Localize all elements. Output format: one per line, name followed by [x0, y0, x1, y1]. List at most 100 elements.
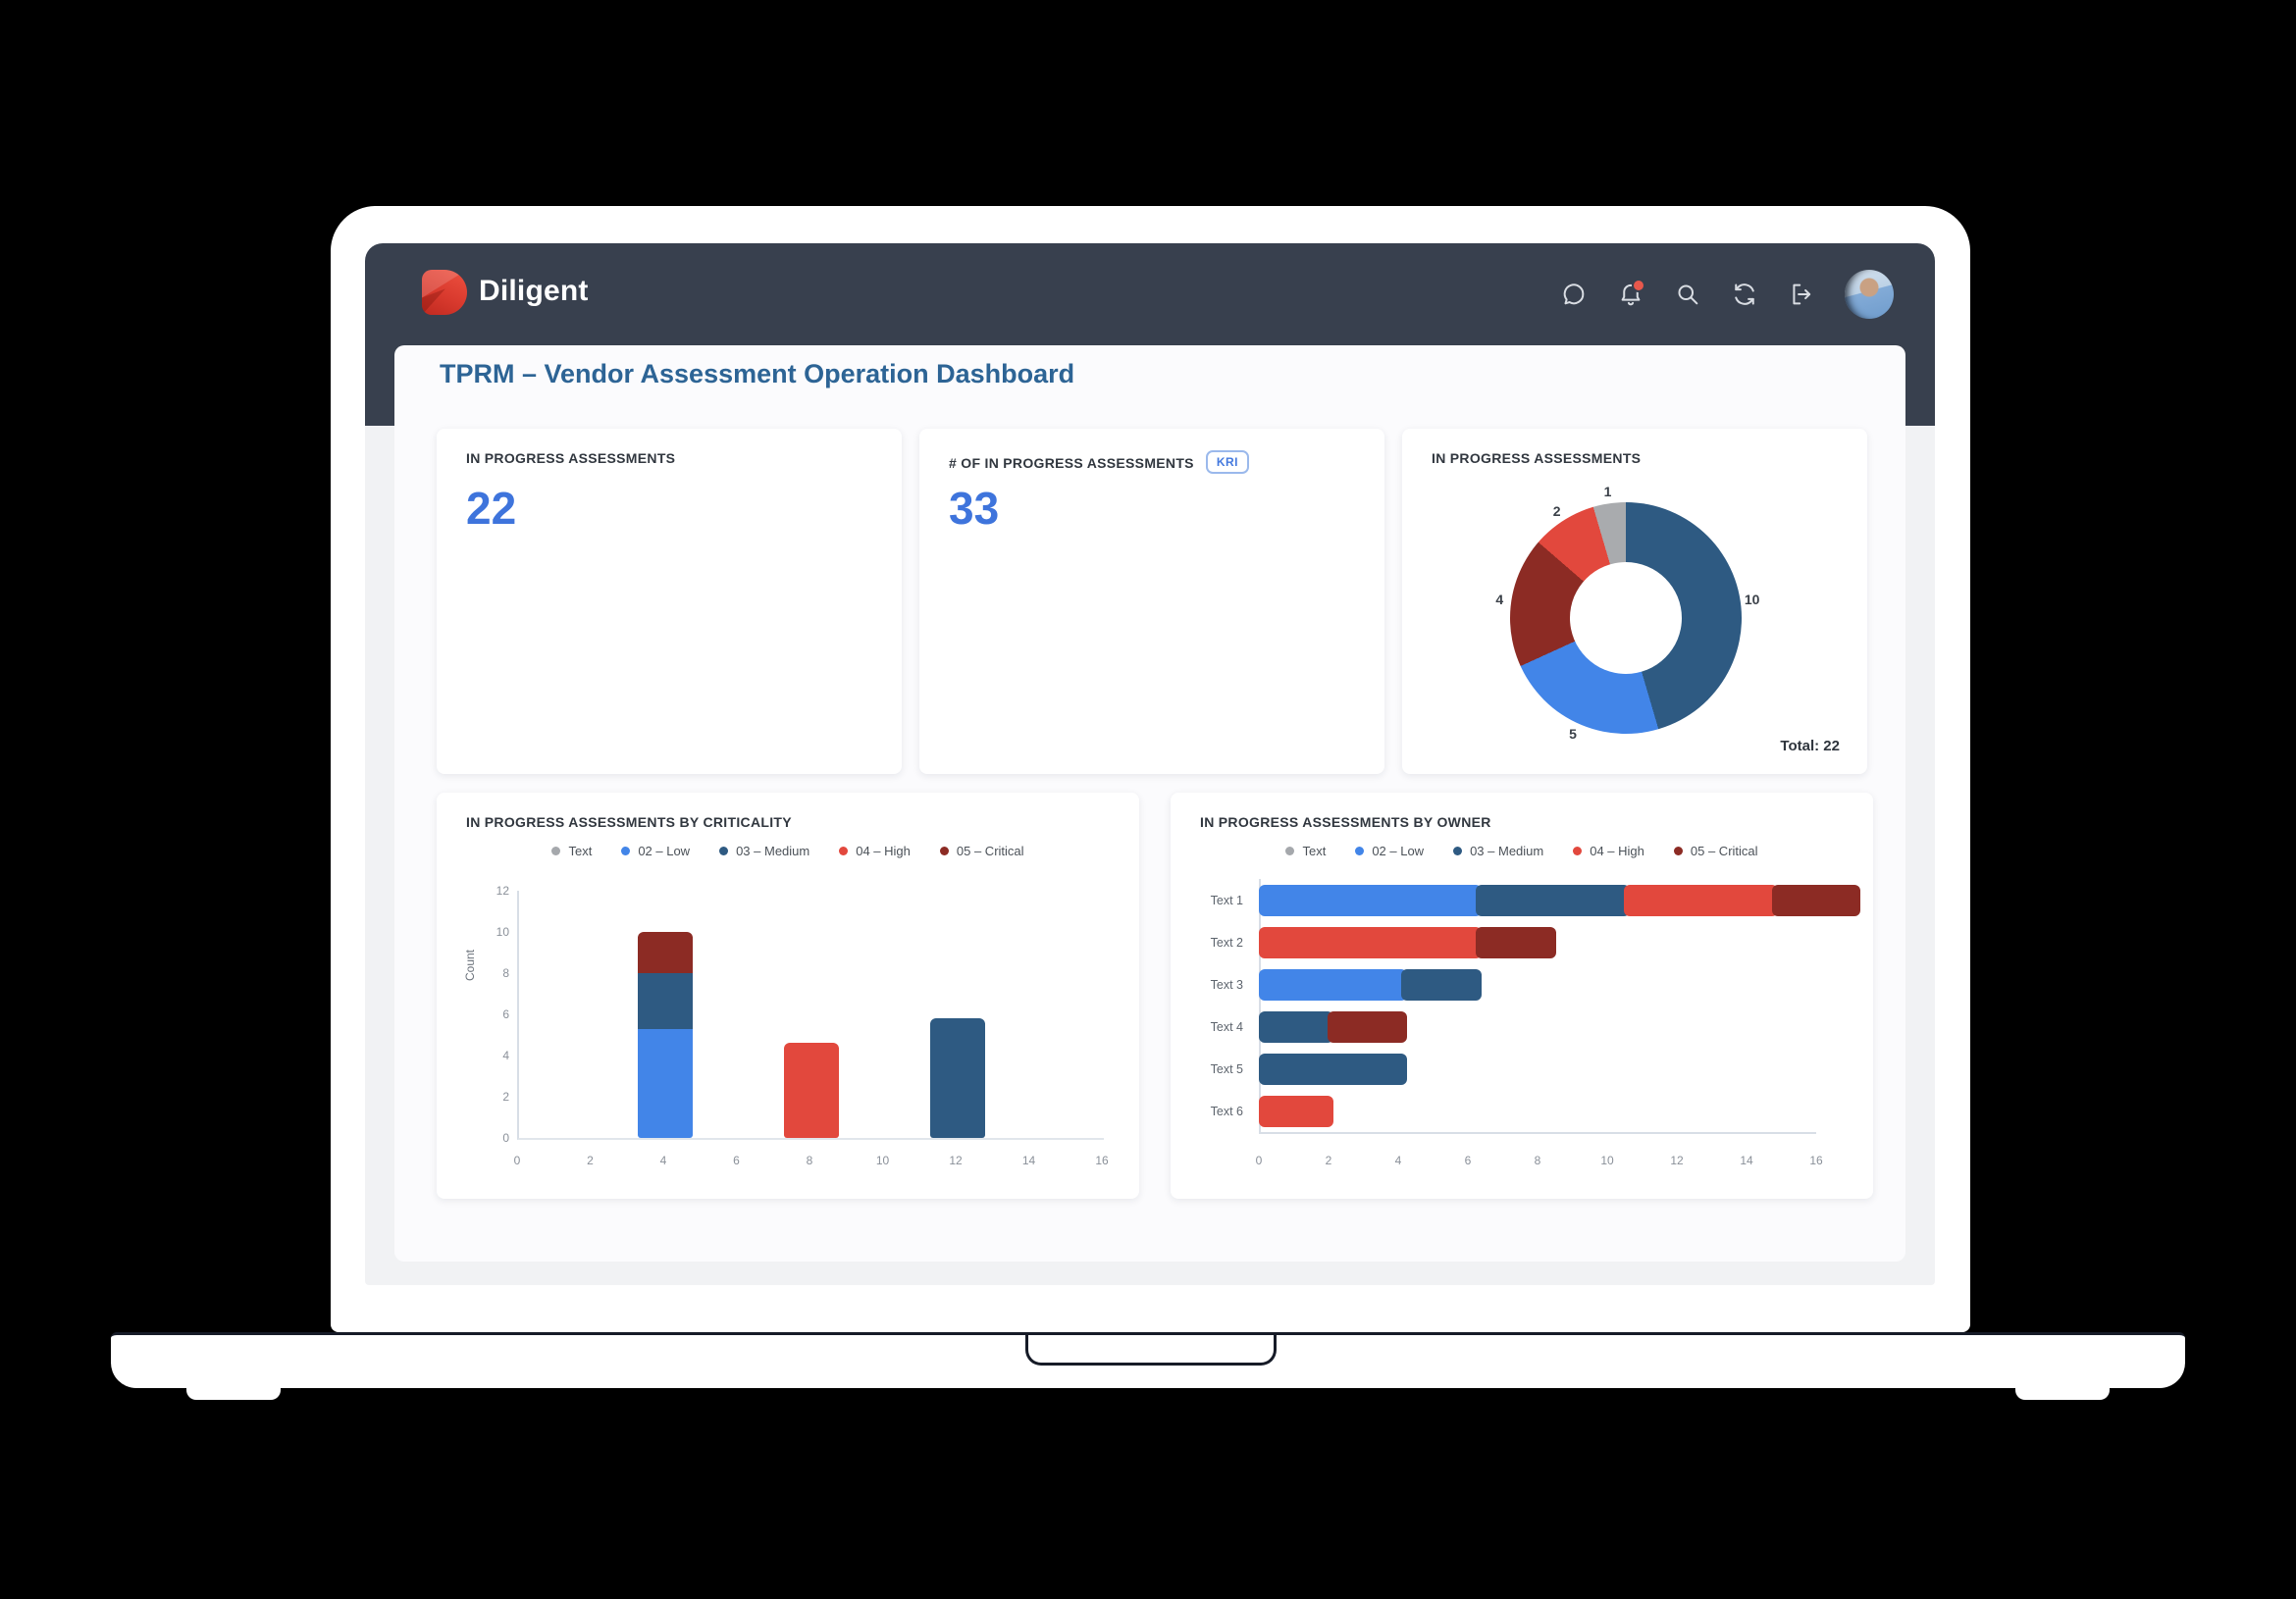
vbar-column[interactable] [930, 1018, 985, 1138]
bar-segment[interactable] [1624, 884, 1779, 916]
legend-dot [621, 847, 631, 855]
owner-bar-plot: Text 1 Text 2 Text 3 Text 4 Text 5 Text 6 [1171, 879, 1860, 1132]
legend-item[interactable]: 02 – Low [1355, 844, 1424, 858]
laptop-lid-notch [1025, 1335, 1277, 1366]
hbar-category-label: Text 2 [1210, 935, 1243, 950]
y-tick-label: 10 [496, 925, 509, 939]
bar-segment[interactable] [638, 1028, 693, 1138]
y-tick-label: 6 [502, 1007, 509, 1021]
donut-ring[interactable] [1510, 502, 1742, 734]
kpi-value: 33 [949, 483, 1000, 534]
y-tick-label: 0 [502, 1131, 509, 1145]
brand-name: Diligent [479, 275, 589, 307]
legend-item[interactable]: 05 – Critical [939, 844, 1024, 858]
legend-label: 05 – Critical [1690, 844, 1758, 858]
hbar-category-label: Text 5 [1210, 1061, 1243, 1076]
navbar-icons [1560, 243, 1894, 345]
card-title: IN PROGRESS ASSESSMENTS BY CRITICALITY [466, 814, 792, 830]
hbar-track [1259, 968, 1852, 1001]
bar-segment[interactable] [1401, 968, 1482, 1001]
hbar-row: Text 3 [1171, 963, 1852, 1006]
vbar-column[interactable] [784, 1043, 839, 1138]
bar-segment[interactable] [1259, 1053, 1408, 1085]
legend-item[interactable]: Text [1285, 844, 1326, 858]
x-tick-label: 12 [949, 1154, 963, 1167]
bar-segment[interactable] [784, 1043, 839, 1138]
hbar-track [1259, 884, 1860, 916]
bar-segment[interactable] [1327, 1010, 1408, 1043]
bar-segment[interactable] [1259, 1010, 1333, 1043]
bar-segment[interactable] [1475, 884, 1631, 916]
criticality-bar-plot [517, 891, 1104, 1140]
legend-label: 03 – Medium [1470, 844, 1544, 858]
x-tick-label: 16 [1095, 1154, 1109, 1167]
donut-total-label: Total: 22 [1780, 738, 1840, 754]
notifications-bell-icon[interactable] [1617, 279, 1645, 308]
hbar-row: Text 6 [1171, 1090, 1852, 1132]
x-tick-label: 0 [1255, 1154, 1263, 1167]
y-axis-ticks: 0 2 4 6 8 10 12 [470, 884, 509, 1145]
bar-segment[interactable] [1259, 968, 1408, 1001]
legend-dot [1453, 847, 1463, 855]
hbar-row: Text 4 [1171, 1006, 1852, 1048]
card-title: IN PROGRESS ASSESSMENTS [466, 450, 676, 466]
x-axis-ticks: 0 2 4 6 8 10 12 14 16 [513, 1154, 1109, 1173]
legend-item[interactable]: 03 – Medium [719, 844, 809, 858]
bar-segment[interactable] [1772, 884, 1860, 916]
x-tick-label: 14 [1021, 1154, 1036, 1167]
sync-icon[interactable] [1731, 281, 1758, 308]
vbar-column[interactable] [638, 932, 693, 1138]
legend-item[interactable]: 04 – High [1573, 844, 1644, 858]
x-tick-label: 10 [875, 1154, 890, 1167]
donut-slice-label: 1 [1603, 484, 1612, 500]
laptop-screen: Diligent [365, 243, 1935, 1285]
legend-item[interactable]: 05 – Critical [1673, 844, 1758, 858]
hbar-category-label: Text 6 [1210, 1104, 1243, 1118]
card-title-text: # OF IN PROGRESS ASSESSMENTS [949, 455, 1194, 471]
donut-slice-label: 10 [1744, 592, 1760, 608]
hbar-category-label: Text 4 [1210, 1019, 1243, 1034]
bar-segment[interactable] [638, 973, 693, 1029]
x-tick-label: 8 [806, 1154, 813, 1167]
donut-chart-card: IN PROGRESS ASSESSMENTS 10 5 4 2 1 Total: 22 [1402, 429, 1867, 774]
donut-slice-label: 5 [1569, 726, 1577, 743]
legend-label: 05 – Critical [956, 844, 1024, 858]
x-tick-label: 14 [1740, 1154, 1753, 1167]
hbar-category-label: Text 1 [1210, 893, 1243, 907]
diligent-logo-icon[interactable] [422, 270, 467, 315]
bar-segment[interactable] [638, 932, 693, 973]
legend-label: Text [1302, 844, 1327, 858]
y-tick-label: 2 [502, 1090, 509, 1104]
x-tick-label: 12 [1670, 1154, 1684, 1167]
x-tick-label: 0 [513, 1154, 521, 1167]
bar-segment[interactable] [1475, 926, 1556, 958]
bar-segment[interactable] [930, 1018, 985, 1138]
laptop-foot-right [2015, 1385, 2110, 1400]
legend-item[interactable]: 03 – Medium [1453, 844, 1543, 858]
hbar-category-label: Text 3 [1210, 977, 1243, 992]
legend-item[interactable]: 02 – Low [621, 844, 690, 858]
legend-dot [1573, 847, 1583, 855]
dashboard-panel: TPRM – Vendor Assessment Operation Dashb… [394, 345, 1905, 1262]
search-icon[interactable] [1674, 281, 1701, 308]
legend-item[interactable]: 04 – High [839, 844, 911, 858]
legend-label: 03 – Medium [736, 844, 810, 858]
criticality-chart-card: IN PROGRESS ASSESSMENTS BY CRITICALITY T… [437, 793, 1139, 1199]
chat-icon[interactable] [1560, 281, 1588, 308]
bar-segment[interactable] [1259, 926, 1482, 958]
legend-dot [939, 847, 949, 855]
chart-legend: Text 02 – Low 03 – Medium 04 – High 05 – Cri… [437, 844, 1139, 858]
bar-segment[interactable] [1259, 1095, 1333, 1127]
bar-segment[interactable] [1259, 884, 1482, 916]
kpi-card-in-progress: IN PROGRESS ASSESSMENTS 22 [437, 429, 902, 774]
legend-dot [839, 847, 849, 855]
legend-dot [1355, 847, 1365, 855]
user-avatar[interactable] [1845, 270, 1894, 319]
logout-icon[interactable] [1788, 281, 1815, 308]
y-axis-line [1259, 879, 1261, 1134]
donut-slice-label: 4 [1495, 592, 1504, 608]
kpi-card-num-in-progress: # OF IN PROGRESS ASSESSMENTS KRI 33 [919, 429, 1384, 774]
legend-item[interactable]: Text [551, 844, 592, 858]
x-tick-label: 4 [1394, 1154, 1402, 1167]
x-tick-label: 8 [1534, 1154, 1541, 1167]
